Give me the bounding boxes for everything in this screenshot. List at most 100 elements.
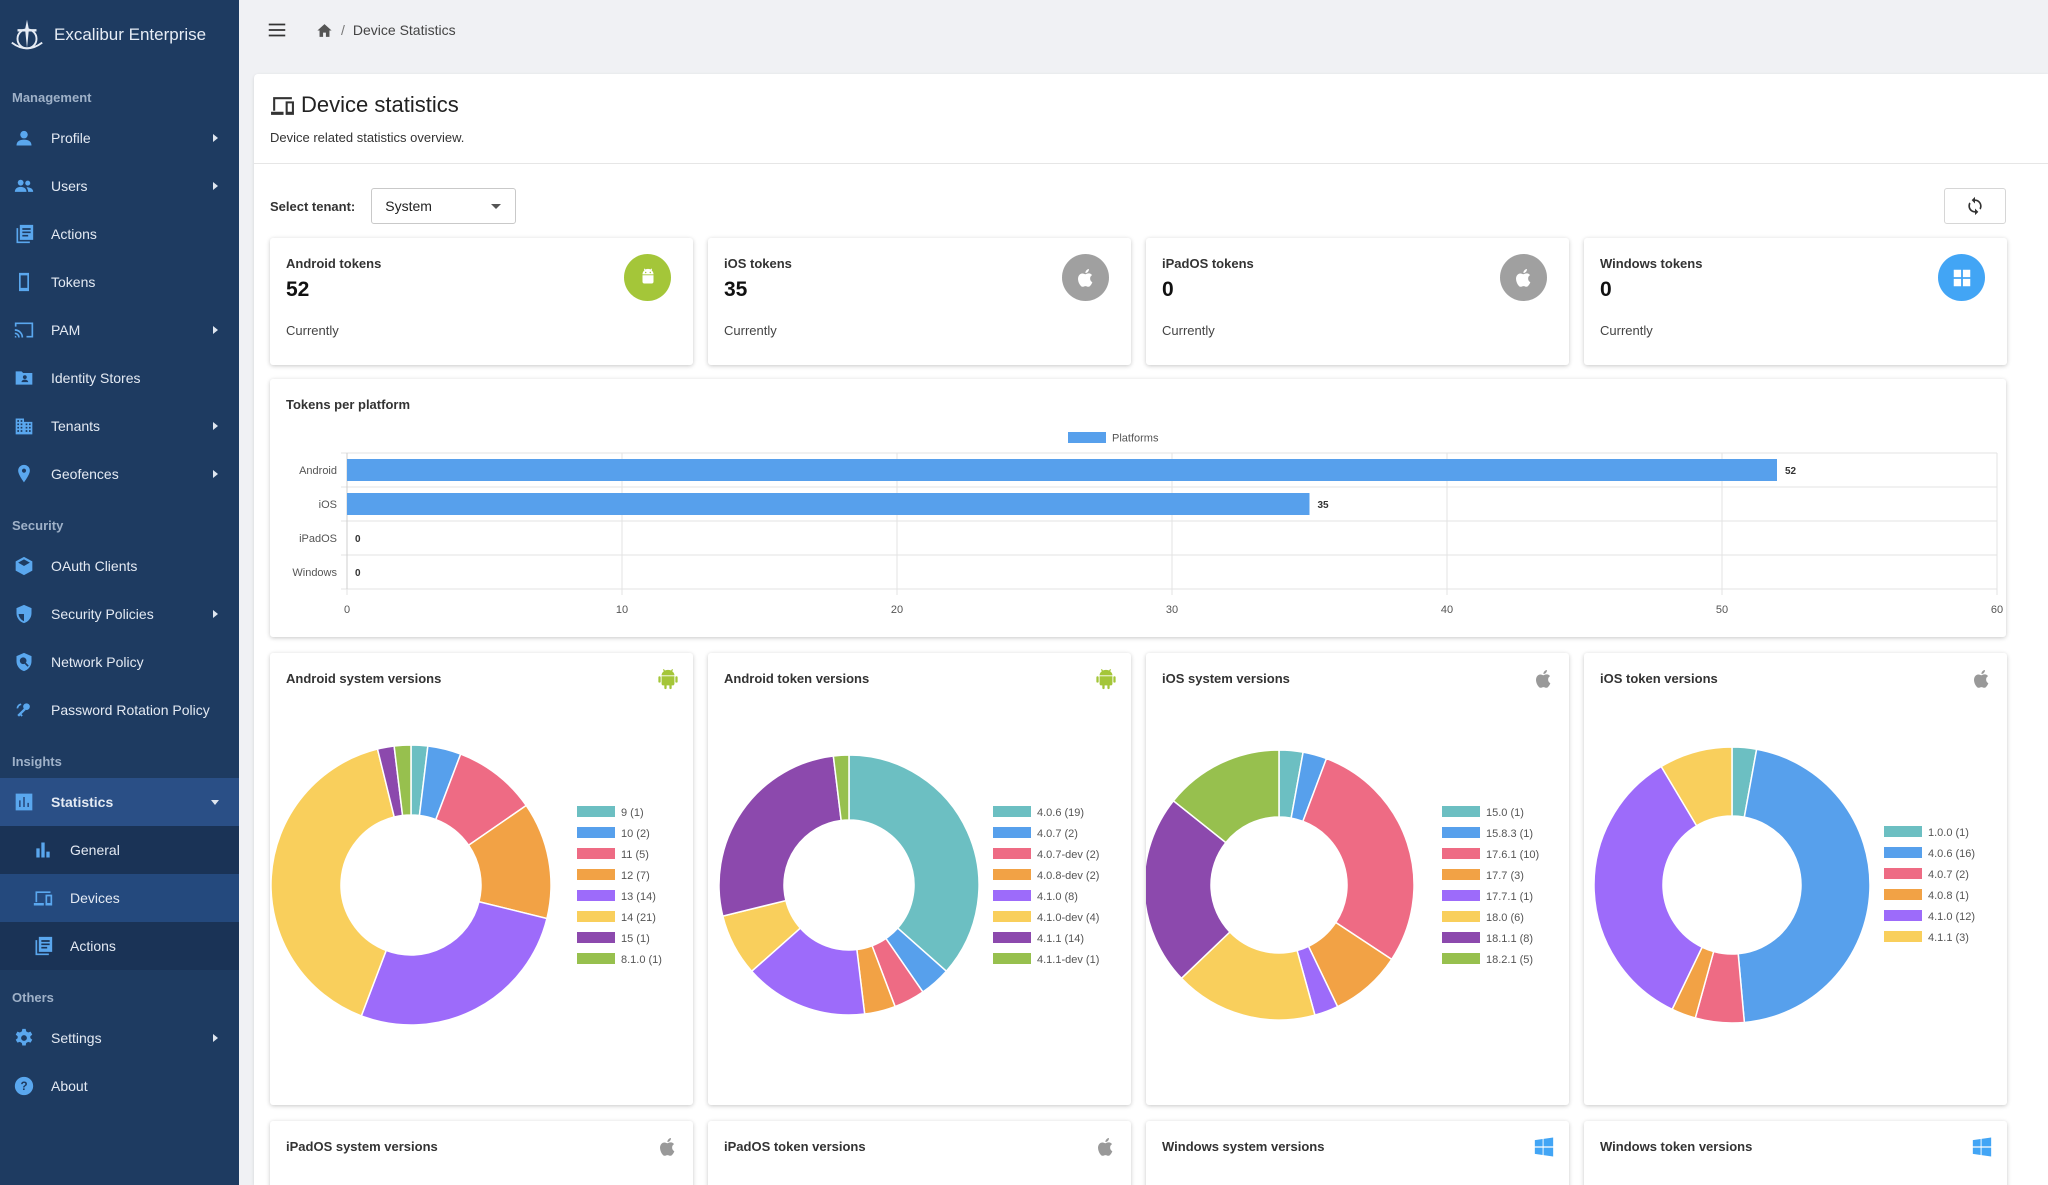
legend-swatch [1442,848,1480,859]
legend-label: 8.1.0 (1) [621,954,662,966]
apple-icon [1077,268,1092,287]
stat-value: 52 [286,278,310,301]
sidebar-item-identity-stores[interactable]: Identity Stores [0,354,239,402]
legend-swatch [577,890,615,901]
sidebar-item-users[interactable]: Users [0,162,239,210]
chart-title: iPadOS token versions [724,1139,866,1154]
breadcrumb-separator: / [341,22,345,38]
refresh-button[interactable] [1944,188,2006,224]
ios-system-versions-chart: 15.0 (1) 15.8.3 (1) 17.6.1 (10) 17.7 (3) 17.… [1146,749,1539,1021]
legend-swatch [993,890,1031,901]
list-box-icon [14,224,34,244]
windows-icon [1953,269,1970,286]
tenant-selector-row: Select tenant: System [270,188,517,224]
legend-label: 17.7.1 (1) [1486,891,1533,903]
legend-swatch [1884,931,1922,942]
sidebar-item-network-policy[interactable]: Network Policy [0,638,239,686]
apple-icon [1095,1136,1117,1158]
sidebar-item-about[interactable]: ? About [0,1062,239,1110]
tenant-select[interactable]: System [371,188,517,224]
statistics-submenu: General Devices Actions [0,826,239,970]
chevron-right-icon [209,607,221,619]
legend-swatch [1442,827,1480,838]
sidebar-item-label: Network Policy [51,654,144,670]
refresh-icon [1968,196,1982,216]
sidebar-item-oauth-clients[interactable]: OAuth Clients [0,542,239,590]
x-tick-label: 60 [1991,604,2003,616]
legend-label: 4.1.0 (8) [1037,891,1078,903]
stat-card-ios: iOS tokens 35 Currently [708,238,1131,365]
legend-swatch [993,911,1031,922]
sidebar-item-actions[interactable]: Actions [0,210,239,258]
legend-label: 9 (1) [621,807,644,819]
android-icon [1095,668,1117,690]
page-title: Device statistics [301,92,459,117]
legend-swatch [577,827,615,838]
home-icon[interactable] [316,22,333,39]
chart-title: Windows system versions [1162,1139,1325,1154]
legend-label: 4.1.1 (14) [1037,933,1084,945]
tokens-per-platform-card: Tokens per platform Platforms 0 10 20 30 40 50… [270,379,2006,637]
legend-label: 4.1.1-dev (1) [1037,954,1099,966]
apple-icon [1533,668,1555,690]
ipados-token-versions-card: iPadOS token versions [708,1121,1131,1185]
shield-search-icon [14,652,34,672]
brand[interactable]: Excalibur Enterprise [0,0,239,70]
stat-value: 0 [1162,278,1174,301]
legend-label: 1.0.0 (1) [1928,827,1969,839]
android-icon [642,268,653,283]
person-icon [14,128,34,148]
sidebar-item-general[interactable]: General [0,826,239,874]
y-tick-label: Windows [292,567,337,579]
sidebar-item-password-rotation[interactable]: Password Rotation Policy [0,686,239,734]
legend-label: 14 (21) [621,912,656,924]
sidebar-item-security-policies[interactable]: Security Policies [0,590,239,638]
sidebar-item-tokens[interactable]: Tokens [0,258,239,306]
sidebar-item-label: About [51,1078,88,1094]
apple-badge [1062,254,1109,301]
sidebar-item-tenants[interactable]: Tenants [0,402,239,450]
chevron-right-icon [209,179,221,191]
breadcrumb: / Device Statistics [316,22,456,39]
pie-slice [1301,757,1415,961]
help-circle-icon: ? [14,1076,34,1096]
sidebar-item-profile[interactable]: Profile [0,114,239,162]
sidebar-item-devices[interactable]: Devices [0,874,239,922]
legend-swatch [1442,806,1480,817]
sidebar-item-statistics[interactable]: Statistics [0,778,239,826]
y-tick-label: iPadOS [299,533,337,545]
section-management: Management [12,90,92,105]
stat-label: iOS tokens [724,256,792,271]
excalibur-logo-icon [11,19,43,50]
sidebar-item-geofences[interactable]: Geofences [0,450,239,498]
menu-toggle-button[interactable] [265,18,289,42]
android-icon [657,668,679,690]
chart-title: Android system versions [286,671,442,686]
sidebar-item-insights-actions[interactable]: Actions [0,922,239,970]
x-tick-label: 50 [1716,604,1728,616]
legend-label: 18.2.1 (5) [1486,954,1533,966]
chevron-right-icon [209,467,221,479]
legend-label: 10 (2) [621,828,650,840]
devices-icon [271,96,294,115]
apple-icon [1515,268,1530,287]
stat-footnote: Currently [286,323,339,338]
pie-slice [393,744,412,817]
legend-swatch [1442,869,1480,880]
chart-title: iPadOS system versions [286,1139,438,1154]
data-label: 35 [1318,500,1330,511]
page-subtitle: Device related statistics overview. [270,130,465,145]
sidebar-item-pam[interactable]: PAM [0,306,239,354]
page-title-row: Device statistics [270,92,2032,118]
shield-icon [14,604,34,624]
legend-label: 4.1.0-dev (4) [1037,912,1099,924]
main-panel: Device statistics Device related statist… [254,74,2048,1185]
section-others: Others [12,990,54,1005]
breadcrumb-current: Device Statistics [352,22,456,38]
sidebar-item-settings[interactable]: Settings [0,1014,239,1062]
data-label: 0 [355,534,361,545]
legend-swatch [993,869,1031,880]
tenant-select-value: System [385,198,432,214]
legend-swatch [577,953,615,964]
legend-swatch [1442,890,1480,901]
